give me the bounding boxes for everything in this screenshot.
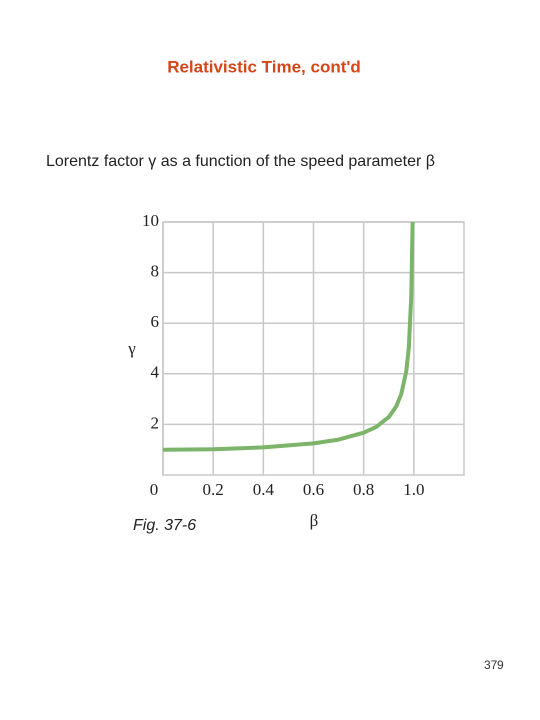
x-tick-label: 0.8 xyxy=(353,480,374,499)
y-tick-label: 8 xyxy=(151,262,160,281)
x-tick-label: 1.0 xyxy=(403,480,424,499)
caption: Fig. 37-6 xyxy=(133,517,196,534)
x-tick-label: 0.4 xyxy=(253,480,275,499)
x-tick-label: 0.2 xyxy=(203,480,224,499)
x-tick-label: 0 xyxy=(150,480,159,499)
page-number: 37 xyxy=(484,658,498,672)
y-axis-label: γ xyxy=(127,339,136,358)
y-tick-label: 6 xyxy=(151,312,160,331)
y-tick-label: 2 xyxy=(151,413,160,432)
slide-title: Relativistic Time, cont'd xyxy=(167,57,361,76)
x-axis-label: β xyxy=(310,511,319,530)
y-tick-label: 4 xyxy=(151,363,160,382)
curve xyxy=(162,221,415,452)
subtitle: Lorentz factor γ as a function of the sp… xyxy=(46,153,435,170)
y-tick-label: 10 xyxy=(142,211,159,230)
page-number-overlay: 9 xyxy=(497,658,504,672)
x-tick-label: 0.6 xyxy=(303,480,324,499)
